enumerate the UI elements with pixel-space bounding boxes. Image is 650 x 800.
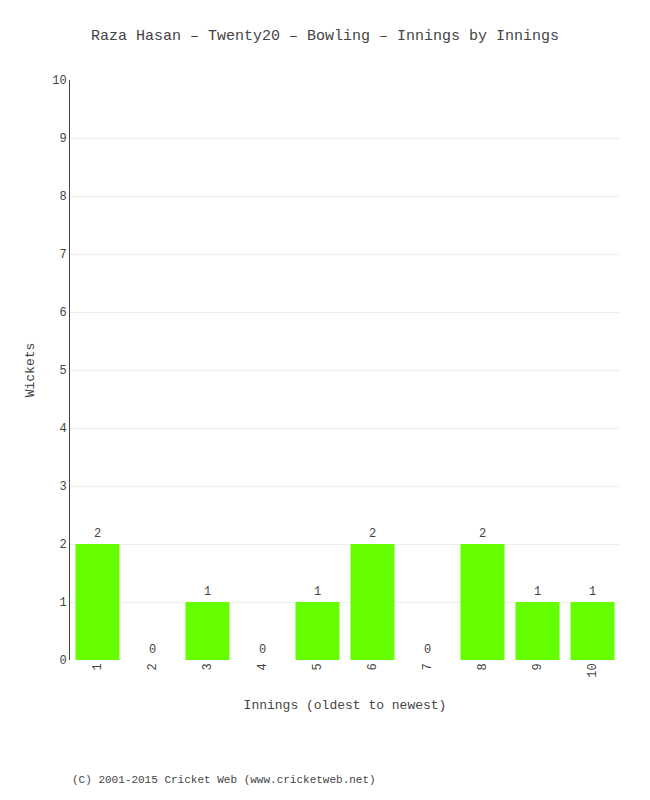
svg-text:5: 5 (59, 364, 66, 378)
svg-text:0: 0 (149, 643, 156, 657)
svg-text:Innings (oldest to newest): Innings (oldest to newest) (244, 698, 447, 713)
svg-text:4: 4 (256, 663, 270, 670)
svg-text:2: 2 (146, 663, 160, 670)
svg-text:1: 1 (59, 596, 66, 610)
svg-text:2: 2 (369, 527, 376, 541)
svg-text:0: 0 (424, 643, 431, 657)
svg-text:1: 1 (589, 585, 596, 599)
svg-text:10: 10 (52, 74, 66, 88)
svg-text:1: 1 (314, 585, 321, 599)
svg-text:Raza Hasan – Twenty20 – Bowlin: Raza Hasan – Twenty20 – Bowling – Inning… (91, 28, 559, 45)
svg-text:5: 5 (311, 663, 325, 670)
svg-text:2: 2 (94, 527, 101, 541)
svg-text:6: 6 (59, 306, 66, 320)
svg-text:9: 9 (59, 132, 66, 146)
svg-text:10: 10 (586, 663, 600, 677)
svg-text:6: 6 (366, 663, 380, 670)
svg-text:7: 7 (59, 248, 66, 262)
svg-text:2: 2 (479, 527, 486, 541)
svg-text:3: 3 (201, 663, 215, 670)
svg-text:1: 1 (204, 585, 211, 599)
svg-text:4: 4 (59, 422, 66, 436)
svg-text:8: 8 (476, 663, 490, 670)
svg-text:Wickets: Wickets (23, 343, 38, 398)
svg-text:0: 0 (59, 654, 66, 668)
svg-text:8: 8 (59, 190, 66, 204)
svg-text:3: 3 (59, 480, 66, 494)
svg-text:9: 9 (531, 663, 545, 670)
svg-text:(C) 2001-2015 Cricket Web (www: (C) 2001-2015 Cricket Web (www.cricketwe… (72, 774, 376, 786)
svg-text:1: 1 (91, 663, 105, 670)
svg-text:2: 2 (59, 538, 66, 552)
svg-text:7: 7 (421, 663, 435, 670)
svg-text:1: 1 (534, 585, 541, 599)
svg-text:0: 0 (259, 643, 266, 657)
